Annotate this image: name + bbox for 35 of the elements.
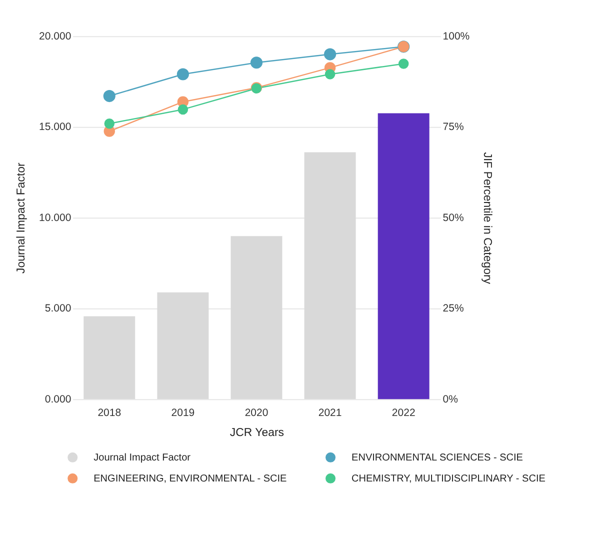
- point: [250, 56, 263, 69]
- bar: [304, 152, 356, 400]
- legend-label: ENGINEERING, ENVIRONMENTAL - SCIE: [94, 473, 288, 484]
- x-tick-label: 2021: [318, 406, 342, 419]
- y2-tick-label: 100%: [442, 30, 470, 42]
- y-tick-label: 0.000: [44, 393, 72, 406]
- y-tick-label: 10.000: [39, 212, 72, 224]
- y-tick-label: 15.000: [39, 121, 72, 134]
- bar: [378, 113, 430, 400]
- y2-tick-label: 75%: [442, 121, 464, 134]
- point: [324, 69, 336, 80]
- y-tick-label: 20.000: [39, 30, 72, 42]
- point: [176, 68, 189, 80]
- y2-tick-label: 0%: [442, 393, 458, 406]
- bar: [230, 236, 282, 400]
- y2-axis-title: JIF Percentile in Category: [480, 152, 493, 284]
- point: [104, 118, 114, 129]
- bar: [157, 292, 209, 400]
- bar: [84, 316, 136, 400]
- x-tick-label: 2018: [98, 406, 122, 419]
- x-axis-title: JCR Years: [230, 426, 284, 439]
- y-tick-label: 5.000: [44, 302, 72, 315]
- y-axis-title: Journal Impact Factor: [16, 162, 28, 274]
- legend-label: ENVIRONMENTAL SCIENCES - SCIE: [352, 452, 524, 464]
- y2-tick-label: 25%: [442, 302, 464, 315]
- x-tick-label: 2020: [244, 406, 268, 419]
- y2-tick-label: 50%: [442, 212, 464, 224]
- point: [324, 48, 336, 60]
- legend-label: CHEMISTRY, MULTIDISCIPLINARY - SCIE: [352, 473, 546, 484]
- legend-label: Journal Impact Factor: [94, 452, 192, 464]
- x-tick-label: 2022: [392, 406, 416, 419]
- point: [178, 104, 188, 115]
- point: [103, 90, 116, 102]
- point: [398, 58, 409, 69]
- x-tick-label: 2019: [171, 406, 195, 419]
